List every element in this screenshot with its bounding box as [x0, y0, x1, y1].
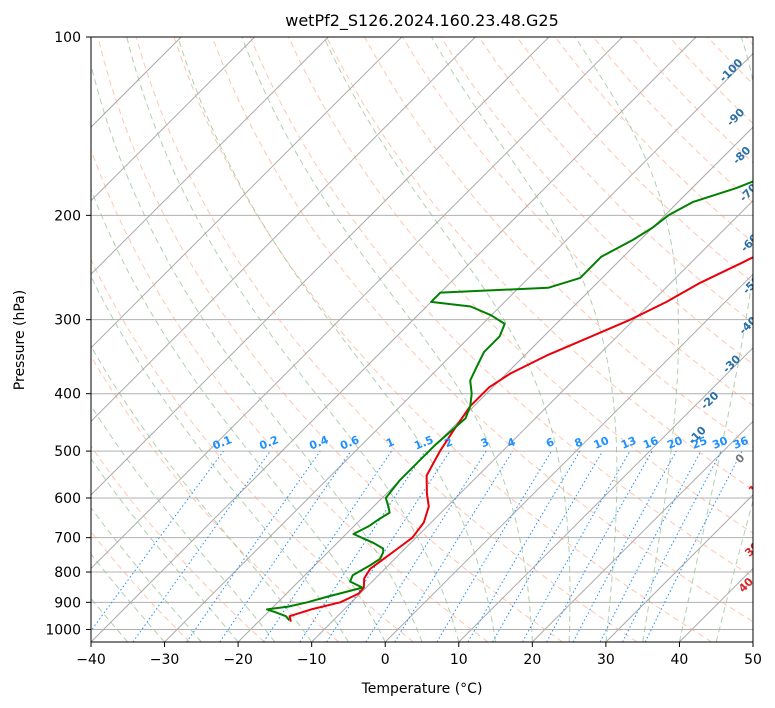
moist-adiabat-line [678, 37, 753, 642]
mixing-ratio-label: 10 [592, 434, 611, 452]
moist-adiabat-line [431, 37, 618, 642]
dry-adiabat-line [173, 37, 713, 642]
mixing-ratio-label: 13 [619, 434, 638, 452]
adiabat-label: 30 [742, 539, 762, 559]
chart-title: wetPf2_S126.2024.160.23.48.G25 [285, 11, 559, 31]
mixing-ratio-line [546, 450, 653, 642]
moist-adiabat-line [574, 37, 680, 642]
mixing-ratio-label: 25 [690, 434, 709, 452]
mixing-ratio-label: 30 [711, 434, 730, 452]
isotherm-line [91, 37, 623, 570]
mixing-ratio-line [132, 450, 271, 642]
dry-adiabat-line [91, 355, 340, 642]
mixing-ratio-line [299, 450, 426, 642]
moist-adiabat-line [323, 37, 571, 642]
moist-adiabat-line [715, 498, 753, 642]
isotherm-line [384, 273, 753, 642]
isotherm-line [531, 420, 753, 642]
y-tick-label: 300 [54, 313, 81, 329]
moist-adiabat-line [91, 62, 423, 642]
y-tick-label: 1000 [45, 622, 81, 638]
dry-adiabat-line [287, 37, 753, 534]
mixing-ratio-label: 2 [443, 435, 455, 450]
plot-area: 0.1 0.2 0.4 0.6 1 1.5 2 3 4 6 8 10 13 16 20 25 30 36-100-… [91, 37, 766, 642]
moist-adiabat-line [91, 458, 239, 642]
moist-adiabat-line [177, 37, 497, 642]
isotherm-line [91, 37, 476, 423]
temperature-profile-line [288, 256, 753, 622]
isotherm-line [237, 126, 753, 642]
moist-adiabat-line [241, 37, 533, 642]
x-tick-label: −10 [297, 652, 327, 668]
x-tick-label: 40 [671, 652, 689, 668]
dry-adiabat-line [135, 37, 638, 642]
y-tick-label: 700 [54, 531, 81, 547]
dry-adiabat-line [97, 37, 563, 642]
y-tick-label: 200 [54, 208, 81, 224]
x-tick-label: 30 [597, 652, 615, 668]
moist-adiabats [91, 37, 753, 642]
isotherm-line [605, 494, 753, 642]
x-axis-ticks: −40 −30 −20 −10 0 10 20 30 40 50 [76, 642, 762, 668]
moist-adiabat-line [91, 275, 349, 642]
y-tick-label: 600 [54, 491, 81, 507]
x-tick-label: 50 [744, 652, 762, 668]
mixing-ratio-label: 3 [479, 435, 491, 450]
adiabat-label: 10 [746, 477, 766, 497]
sounding-profiles [266, 180, 753, 622]
isotherm-line [91, 37, 403, 349]
mixing-ratio-label: 20 [665, 434, 684, 452]
moist-adiabat-line [91, 404, 276, 642]
dry-adiabat-line [326, 37, 753, 491]
y-tick-label: 100 [54, 30, 81, 46]
plot-frame [90, 36, 754, 643]
mixing-ratio-line [91, 450, 224, 632]
mixing-ratio-line [394, 450, 514, 642]
mixing-ratio-line [219, 450, 352, 642]
mixing-ratio-label: 36 [731, 434, 750, 452]
mixing-ratio-line [644, 450, 743, 642]
y-tick-label: 500 [54, 444, 81, 460]
x-axis-label: Temperature (°C) [361, 681, 483, 697]
x-tick-label: 0 [381, 652, 390, 668]
isotherm-line [164, 52, 753, 642]
x-tick-label: 10 [450, 652, 468, 668]
dry-adiabat-line [91, 258, 414, 642]
dry-adiabat-line [91, 445, 265, 642]
dry-adiabats [91, 37, 753, 642]
mixing-ratio-line [572, 450, 677, 642]
moist-adiabat-line [126, 37, 460, 642]
moist-adiabat-line [91, 345, 313, 642]
mixing-ratio-line [186, 450, 321, 642]
x-tick-label: −20 [223, 652, 253, 668]
isotherm-line [458, 347, 753, 642]
dewpoint-profile-line [266, 180, 753, 621]
y-tick-label: 400 [54, 387, 81, 403]
y-tick-label: 900 [54, 595, 81, 611]
moist-adiabat-line [91, 188, 386, 642]
dry-adiabat-line [211, 37, 753, 623]
mixing-ratio-label: 8 [573, 435, 585, 450]
isotherm-line [91, 37, 256, 202]
isotherm-line [91, 37, 550, 496]
y-tick-label: 800 [54, 565, 81, 581]
mixing-ratio-line [263, 450, 392, 642]
y-axis-label: Pressure (hPa) [12, 290, 28, 390]
dry-adiabat-line [249, 37, 753, 578]
x-tick-label: 20 [523, 652, 541, 668]
x-tick-label: −40 [76, 652, 106, 668]
x-tick-label: −30 [150, 652, 180, 668]
mixing-ratio-line [522, 450, 631, 642]
isotherm-line [91, 37, 329, 275]
mixing-ratio-label: 16 [641, 434, 660, 452]
mixing-ratio-label: 1 [384, 435, 396, 450]
y-axis-ticks: 100 200 300 400 500 600 700 800 900 1000 [45, 30, 91, 638]
line-labels: 0.1 0.2 0.4 0.6 1 1.5 2 3 4 6 8 10 13 16 20 25 30 36-100-… [211, 56, 766, 595]
